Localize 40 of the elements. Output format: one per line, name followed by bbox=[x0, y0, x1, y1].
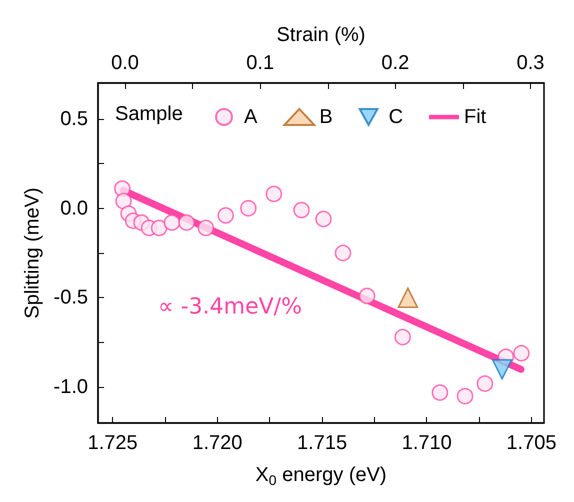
point bbox=[164, 214, 180, 231]
y-tick-label: 0.0 bbox=[60, 197, 88, 220]
x2-tick-label: 0.0 bbox=[111, 52, 139, 74]
legend-title: Sample bbox=[115, 103, 183, 125]
x2-axis-title: Strain (%) bbox=[276, 24, 366, 46]
legend-label: B bbox=[319, 106, 333, 128]
point bbox=[198, 220, 214, 236]
legend-label: C bbox=[388, 106, 404, 128]
legend-label: Fit bbox=[464, 106, 487, 128]
x-tick-label: 1.715 bbox=[297, 432, 348, 454]
x-tick-label: 1.725 bbox=[88, 432, 138, 454]
y-axis-title: Splitting (meV) bbox=[22, 187, 44, 319]
point bbox=[398, 287, 418, 308]
y-tick-label: -1.0 bbox=[54, 376, 88, 398]
y-tick-label: -0.5 bbox=[54, 286, 88, 309]
point bbox=[266, 186, 282, 202]
point bbox=[293, 202, 310, 218]
point bbox=[217, 207, 234, 224]
x2-tick-label: 0.3 bbox=[516, 52, 544, 74]
point bbox=[432, 384, 448, 401]
point bbox=[115, 192, 132, 210]
x2-tick-label: 0.2 bbox=[381, 52, 410, 74]
x-tick-label: 1.705 bbox=[506, 432, 556, 454]
point bbox=[492, 359, 512, 380]
point bbox=[476, 375, 494, 392]
point bbox=[513, 344, 530, 362]
point bbox=[178, 214, 195, 231]
legend-label: A bbox=[244, 106, 258, 128]
point bbox=[456, 388, 474, 404]
x-tick-label: 1.710 bbox=[402, 432, 452, 454]
point bbox=[394, 328, 411, 346]
annotation: ∝ -3.4meV/% bbox=[158, 294, 302, 320]
point bbox=[315, 210, 332, 228]
point bbox=[358, 288, 376, 304]
y-tick-label: 0.5 bbox=[60, 108, 88, 130]
point bbox=[240, 200, 257, 217]
point bbox=[150, 220, 168, 236]
x-tick-label: 1.720 bbox=[192, 432, 242, 454]
point bbox=[334, 244, 352, 262]
x2-tick-label: 0.1 bbox=[246, 52, 274, 74]
